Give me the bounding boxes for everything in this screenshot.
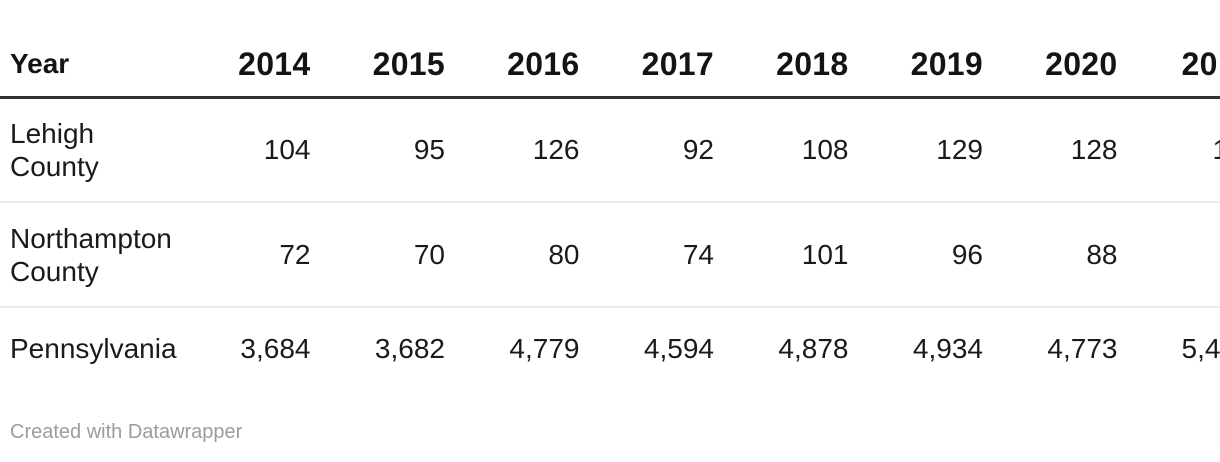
table-cell: 101	[801, 238, 849, 270]
table-viewport: Year 2014 2015 2016 2017 2018 2019 2020 …	[0, 0, 1220, 389]
table-cell: 128	[1070, 133, 1118, 165]
table-cell: 4,594	[643, 332, 714, 364]
table-cell: 95	[413, 133, 445, 165]
table-cell: 74	[682, 238, 714, 270]
table-cell: 88	[1086, 238, 1118, 270]
row-label-lehigh: Lehigh County	[10, 117, 99, 182]
header-2016: 2016	[445, 0, 580, 99]
table-cell: 4,878	[778, 332, 849, 364]
header-2021-clipped: 20	[1117, 0, 1220, 99]
table-cell: 3,684	[240, 332, 311, 364]
table-row-northampton: Northampton County 72 70 80 74 101 96 88	[0, 202, 1220, 307]
table-cell: 96	[951, 238, 983, 270]
table-cell: 4,779	[509, 332, 580, 364]
table-cell-clipped: 5,4	[1181, 332, 1220, 364]
table-cell: 80	[548, 238, 580, 270]
table-cell: 4,934	[912, 332, 983, 364]
table-cell: 92	[682, 133, 714, 165]
table-cell: 108	[801, 133, 849, 165]
table-cell: 126	[532, 133, 580, 165]
table-cell: 3,682	[374, 332, 445, 364]
header-2018: 2018	[714, 0, 849, 99]
header-2020: 2020	[983, 0, 1118, 99]
year-column-header: Year	[0, 0, 176, 99]
table-cell: 4,773	[1047, 332, 1118, 364]
header-row: Year 2014 2015 2016 2017 2018 2019 2020 …	[0, 0, 1220, 99]
datawrapper-credit-link[interactable]: Created with Datawrapper	[10, 421, 243, 443]
data-table: Year 2014 2015 2016 2017 2018 2019 2020 …	[0, 0, 1220, 389]
table-row-lehigh: Lehigh County 104 95 126 92 108 129 128 …	[0, 97, 1220, 202]
header-2015: 2015	[310, 0, 445, 99]
row-label-northampton: Northampton County	[10, 222, 172, 287]
table-cell: 72	[279, 238, 311, 270]
table-cell: 129	[936, 133, 983, 165]
table-cell: 70	[413, 238, 445, 270]
table-row-pennsylvania: Pennsylvania 3,684 3,682 4,779 4,594 4,8…	[0, 307, 1220, 389]
header-2014: 2014	[176, 0, 311, 99]
table-cell-clipped: 1	[1118, 97, 1220, 202]
header-2019: 2019	[848, 0, 983, 99]
table-cell: 104	[263, 133, 311, 165]
table-cell-clipped	[1118, 202, 1220, 307]
row-label-pennsylvania: Pennsylvania	[10, 333, 177, 364]
header-2017: 2017	[579, 0, 714, 99]
